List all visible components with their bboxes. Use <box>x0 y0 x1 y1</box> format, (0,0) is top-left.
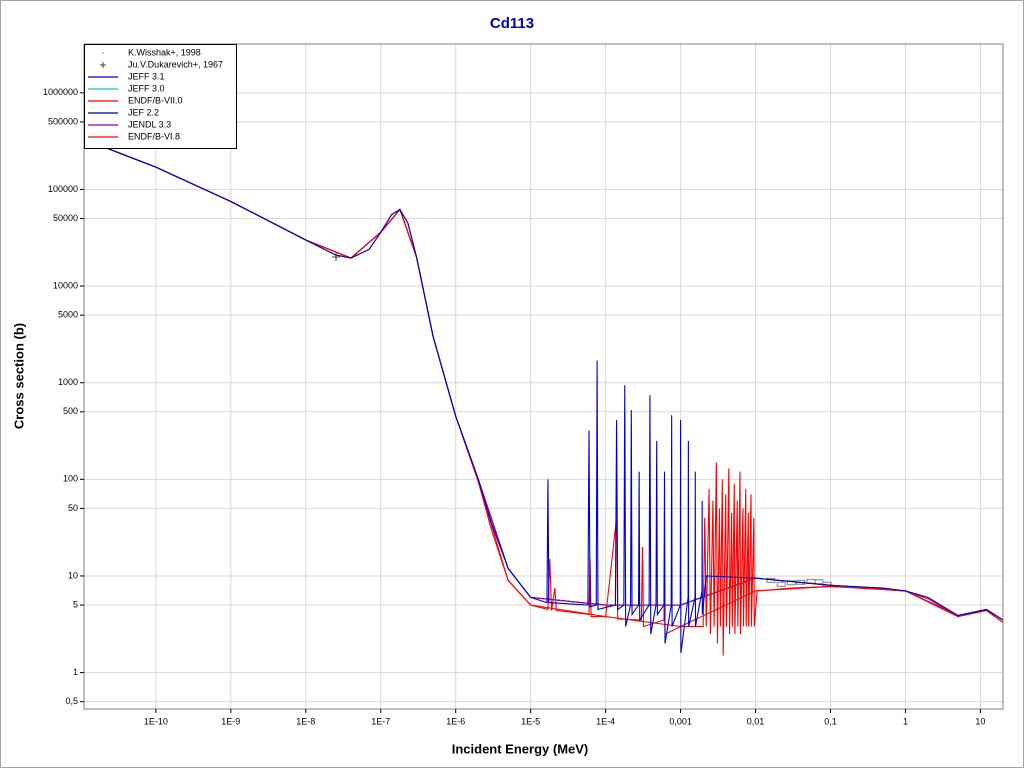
legend-marker <box>102 52 104 54</box>
chart-title: Cd113 <box>490 15 534 32</box>
y-tick-label: 5 <box>73 599 78 609</box>
grid <box>84 44 1003 709</box>
x-axis-label: Incident Energy (MeV) <box>452 741 589 756</box>
y-tick-label: 1000000 <box>43 87 78 97</box>
x-tick-label: 1E-10 <box>144 716 168 726</box>
y-axis-label: Cross section (b) <box>11 323 26 429</box>
y-tick-label: 50000 <box>53 213 78 223</box>
y-tick-label: 10000 <box>53 280 78 290</box>
x-tick-label: 0,1 <box>824 716 837 726</box>
x-tick-label: 1E-6 <box>446 716 465 726</box>
x-tick-label: 1 <box>903 716 908 726</box>
plot-border <box>83 43 1004 710</box>
legend-label: JENDL 3.3 <box>128 119 171 129</box>
y-tick-label: 500000 <box>48 116 78 126</box>
legend-marker <box>100 62 106 68</box>
legend-label: ENDF/B-VII.0 <box>128 95 183 105</box>
x-tick-label: 1E-4 <box>596 716 615 726</box>
y-tick-label: 50 <box>68 503 78 513</box>
legend-label: K.Wisshak+, 1998 <box>128 47 201 57</box>
y-tick-label: 100 <box>63 474 78 484</box>
data-point <box>332 252 340 261</box>
y-tick-label: 10 <box>68 570 78 580</box>
legend-box <box>84 44 237 149</box>
legend-label: ENDF/B-VI.8 <box>128 131 180 141</box>
y-tick-label: 0,5 <box>65 696 78 706</box>
x-tick-label: 0,001 <box>669 716 692 726</box>
y-tick-label: 5000 <box>58 310 78 320</box>
data-point <box>776 581 786 587</box>
series-line <box>84 138 1003 653</box>
legend-label: JEF 2.2 <box>128 107 159 117</box>
x-tick-label: 1E-9 <box>221 716 240 726</box>
legend-label: Ju.V.Dukarevich+, 1967 <box>128 59 223 69</box>
axes: 1E-10 1E-9 1E-8 1E-7 1E-6 1E-5 1E-4 0,001 0,01 0,… <box>43 87 985 726</box>
y-tick-label: 100000 <box>48 184 78 194</box>
legend-label: JEFF 3.0 <box>128 83 165 93</box>
y-tick-label: 1 <box>73 667 78 677</box>
y-tick-label: 500 <box>63 406 78 416</box>
x-tick-label: 1E-8 <box>296 716 315 726</box>
x-tick-label: 10 <box>975 716 985 726</box>
legend-label: JEFF 3.1 <box>128 71 165 81</box>
x-tick-label: 0,01 <box>747 716 765 726</box>
data-point <box>786 580 796 586</box>
legend: K.Wisshak+, 1998 Ju.V.Dukarevich+, 1967 JE… <box>84 44 237 149</box>
x-tick-label: 1E-5 <box>521 716 540 726</box>
plot-area <box>84 138 1003 656</box>
x-tick-label: 1E-7 <box>371 716 390 726</box>
y-tick-label: 1000 <box>58 377 78 387</box>
